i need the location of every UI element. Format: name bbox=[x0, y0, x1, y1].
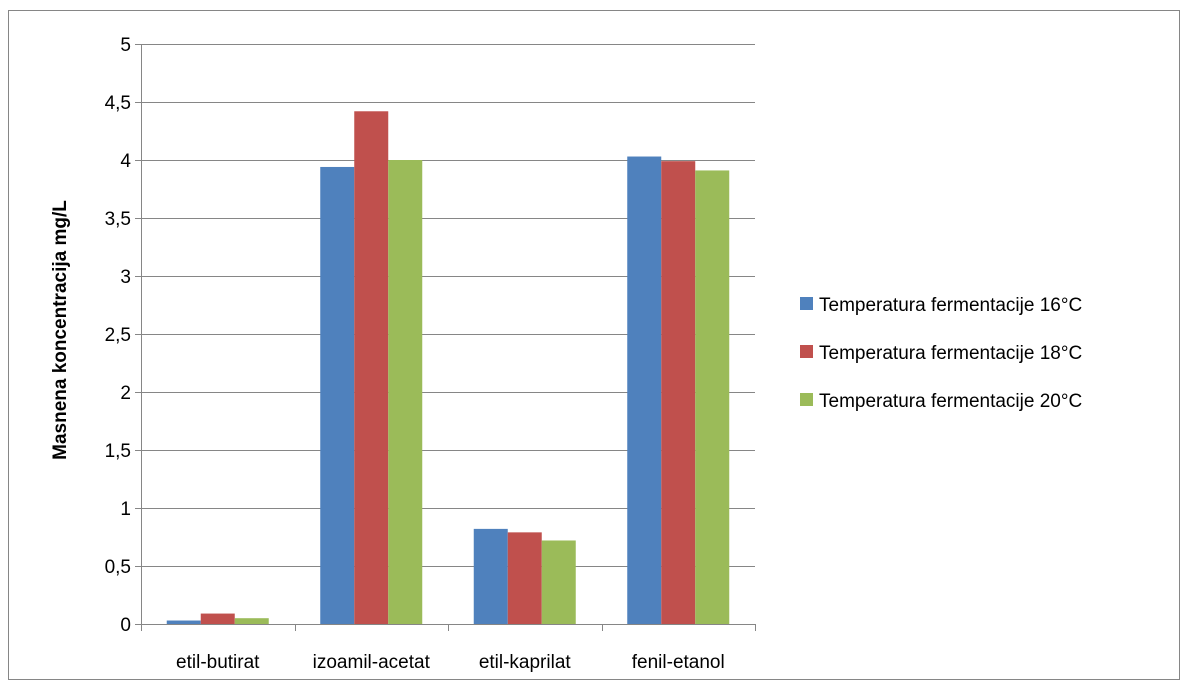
bar bbox=[507, 532, 542, 624]
legend-label: Temperatura fermentacije 18°C bbox=[819, 343, 1082, 364]
bar bbox=[661, 161, 696, 624]
y-tick-label: 2 bbox=[120, 383, 131, 404]
bar bbox=[473, 528, 508, 624]
y-tick-label: 0 bbox=[120, 615, 131, 636]
bar bbox=[234, 618, 269, 624]
bar bbox=[166, 620, 201, 624]
y-tick-label: 0,5 bbox=[105, 557, 131, 578]
y-tick-label: 1,5 bbox=[105, 441, 131, 462]
y-tick-label: 2,5 bbox=[105, 325, 131, 346]
bar bbox=[354, 111, 389, 624]
bar bbox=[320, 166, 355, 624]
legend: Temperatura fermentacije 16°C Temperatura… bbox=[800, 295, 1082, 412]
y-tick-label: 4 bbox=[120, 151, 131, 172]
x-tick-label: izoamil-acetat bbox=[313, 652, 431, 673]
x-tick-label: etil-kaprilat bbox=[479, 652, 572, 673]
axes bbox=[141, 44, 756, 631]
x-tick-labels: etil-butirat izoamil-acetat etil-kaprilat f… bbox=[176, 652, 725, 673]
legend-swatch bbox=[800, 297, 813, 310]
legend-label: Temperatura fermentacije 16°C bbox=[819, 295, 1082, 316]
y-tick-label: 3,5 bbox=[105, 209, 131, 230]
y-tick-label: 4,5 bbox=[105, 93, 131, 114]
bars bbox=[166, 111, 730, 624]
legend-swatch bbox=[800, 393, 813, 406]
y-axis-title: Masnena koncentracija mg/L bbox=[50, 200, 71, 460]
y-tick-label: 1 bbox=[120, 499, 131, 520]
bar bbox=[200, 613, 235, 624]
bar bbox=[695, 170, 730, 624]
y-tick-labels: 0 0,5 1 1,5 2 2,5 3 3,5 4 4,5 5 bbox=[105, 35, 132, 636]
bar bbox=[627, 156, 662, 624]
x-tick-label: fenil-etanol bbox=[632, 652, 725, 673]
y-tick-label: 5 bbox=[120, 35, 131, 56]
legend-label: Temperatura fermentacije 20°C bbox=[819, 391, 1082, 412]
legend-swatch bbox=[800, 345, 813, 358]
bar bbox=[388, 160, 423, 624]
x-tick-label: etil-butirat bbox=[176, 652, 260, 673]
chart-frame bbox=[8, 10, 1180, 680]
bar bbox=[541, 540, 576, 624]
y-tick-label: 3 bbox=[120, 267, 131, 288]
